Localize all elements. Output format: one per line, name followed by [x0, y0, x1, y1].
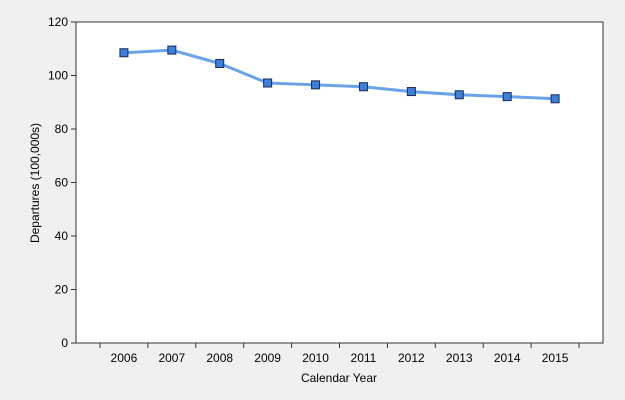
- y-tick-label: 80: [55, 122, 69, 136]
- x-tick-label: 2015: [542, 351, 569, 365]
- x-tick-label: 2012: [398, 351, 425, 365]
- y-tick-label: 20: [55, 283, 69, 297]
- y-axis-title: Departures (100,000s): [28, 123, 42, 243]
- y-tick-label: 100: [48, 69, 68, 83]
- data-point-2014: [502, 92, 512, 102]
- y-tick-label: 60: [55, 176, 69, 190]
- x-tick-label: 2007: [158, 351, 185, 365]
- y-tick-label: 0: [61, 336, 68, 350]
- data-point-2007: [167, 45, 177, 55]
- data-point-2009: [263, 78, 273, 88]
- x-tick-label: 2006: [111, 351, 138, 365]
- data-point-2011: [358, 82, 368, 92]
- data-point-2013: [454, 90, 464, 100]
- x-axis: 2006 2007 2008 2009 2010 2011 2012 2013 2014 2015: [99, 343, 580, 365]
- x-tick-label: 2010: [302, 351, 329, 365]
- x-tick-label: 2011: [351, 351, 377, 365]
- data-point-2006: [119, 48, 129, 58]
- x-tick-label: 2014: [494, 351, 521, 365]
- x-axis-title: Calendar Year: [301, 371, 377, 385]
- plot-area: [75, 21, 604, 344]
- x-tick-label: 2013: [446, 351, 473, 365]
- y-tick-label: 120: [48, 15, 68, 29]
- data-point-2015: [550, 94, 560, 104]
- data-point-2010: [311, 80, 321, 90]
- data-point-2012: [406, 87, 416, 97]
- y-axis: 0 20 40 60 80 100 120: [48, 15, 76, 350]
- series-layer: [119, 45, 560, 104]
- y-tick-label: 40: [55, 229, 69, 243]
- x-tick-label: 2008: [206, 351, 233, 365]
- data-point-2008: [215, 58, 225, 68]
- x-tick-label: 2009: [254, 351, 281, 365]
- series-line: [123, 48, 556, 101]
